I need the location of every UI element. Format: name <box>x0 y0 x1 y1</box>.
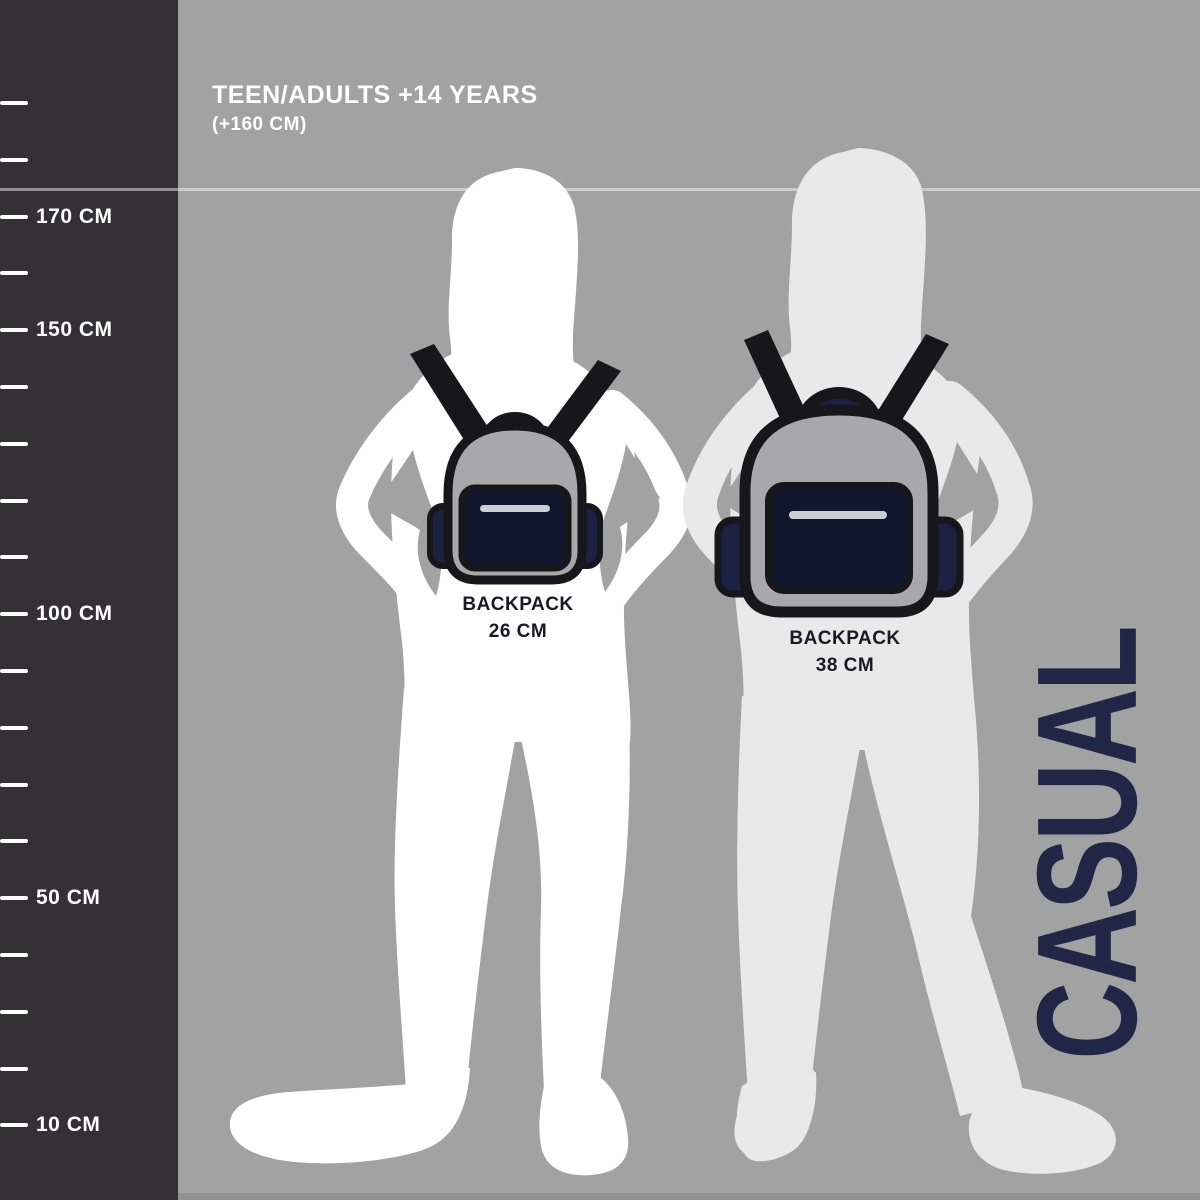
ruler-tick <box>0 1123 28 1128</box>
age-group-title: TEEN/ADULTS +14 YEARS <box>212 81 538 109</box>
ruler-tick <box>0 101 28 105</box>
backpack-large-label: BACKPACK 38 CM <box>755 628 935 677</box>
ruler-tick <box>0 385 28 389</box>
ruler-tick-label: 10 CM <box>36 1113 101 1137</box>
ruler-tick <box>0 839 28 844</box>
figure-left-arm-right <box>594 390 692 614</box>
figure-left-silhouette <box>229 168 692 1176</box>
ruler-tick <box>0 896 28 901</box>
backpack-small-label-name: BACKPACK <box>462 594 574 615</box>
ruler-tick <box>0 498 28 503</box>
ruler-tick-label: 150 CM <box>36 318 113 342</box>
figure-left-arm-left <box>336 388 440 618</box>
age-group-subtitle: (+160 CM) <box>212 114 307 135</box>
ruler-tick <box>0 1066 28 1071</box>
ruler-tick-label: 170 CM <box>36 204 113 228</box>
height-reference-line <box>0 188 1200 191</box>
backpack-small-strap-right <box>542 360 621 447</box>
ruler-tick-label: 50 CM <box>36 886 101 910</box>
figure-right-leg-left <box>737 696 860 1096</box>
backpack-large-strap-right <box>874 334 949 428</box>
backpack-small-strap-left <box>410 344 490 443</box>
ruler-tick <box>0 328 28 333</box>
figure-left-armpit-gap-right <box>599 444 660 592</box>
ruler-tick <box>0 953 28 957</box>
ruler-tick <box>0 725 28 730</box>
figure-right-leg-right <box>864 698 1024 1116</box>
collection-name-vertical: CASUAL <box>1008 596 1167 1092</box>
figure-left-head-hair <box>444 168 578 412</box>
backpack-large-strap-left <box>744 330 808 427</box>
ruler-tick <box>0 441 28 446</box>
backpack-large-38cm <box>714 330 964 618</box>
figure-left-leg-left <box>394 688 516 1090</box>
backpack-small-label-size: 26 CM <box>488 621 548 642</box>
ruler-tick <box>0 271 28 276</box>
ruler-panel <box>0 0 178 1200</box>
age-group-title-block: TEEN/ADULTS +14 YEARS (+160 CM) <box>212 81 538 136</box>
backpack-large-label-size: 38 CM <box>815 655 875 676</box>
figure-right-foot-left-blob <box>734 1072 817 1159</box>
ruler-tick <box>0 1009 28 1014</box>
figure-left-armpit-gap-left <box>378 450 442 596</box>
ruler-tick <box>0 157 28 162</box>
backpack-large-front-pocket <box>765 482 913 594</box>
ruler-tick <box>0 555 28 560</box>
backpack-large-label-name: BACKPACK <box>789 628 901 649</box>
ruler-tick <box>0 612 28 617</box>
backpack-small-label: BACKPACK 26 CM <box>428 594 608 643</box>
height-ruler: 170 CM 150 CM 100 CM 50 CM 10 CM <box>0 0 178 1200</box>
ruler-tick <box>0 782 28 787</box>
figure-right-foot-right <box>968 1088 1116 1174</box>
figure-left-leg-right <box>520 690 630 1090</box>
collection-name-text: CASUAL <box>1007 628 1167 1060</box>
figure-right-arm-right <box>933 381 1033 617</box>
backpack-large-zipper <box>789 511 887 519</box>
ruler-tick-label: 100 CM <box>36 602 113 626</box>
backpack-small-zipper <box>480 505 550 512</box>
backpack-small-26cm <box>410 344 621 585</box>
ruler-tick <box>0 214 28 219</box>
backpack-small-front-pocket <box>458 484 572 572</box>
ruler-tick <box>0 669 28 673</box>
bottom-edge-strip <box>178 1193 1200 1200</box>
figure-left-foot-right <box>539 1078 629 1176</box>
figure-right-head-hair <box>783 148 926 408</box>
figure-left-foot-left <box>229 1068 470 1164</box>
